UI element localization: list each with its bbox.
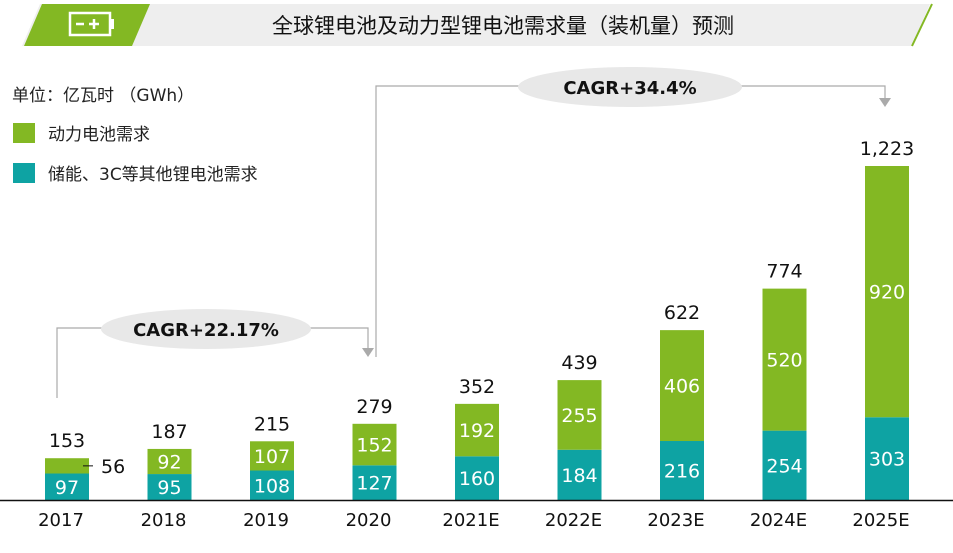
bar-total-label: 279	[356, 396, 392, 418]
bar-segment	[455, 456, 499, 500]
x-tick-label: 2020	[346, 510, 392, 531]
bar-value-label: 216	[664, 461, 700, 483]
legend-swatch-other	[13, 163, 35, 183]
bar-segment	[250, 441, 294, 471]
bar-segment	[557, 380, 602, 450]
bar-segment	[865, 417, 909, 500]
bar-value-label: 520	[766, 350, 802, 372]
page-title: 全球锂电池及动力型锂电池需求量（装机量）预测	[272, 14, 734, 38]
bar-value-label: 107	[254, 446, 290, 468]
x-tick-label: 2021E	[442, 510, 499, 531]
x-tick-label: 2019	[243, 510, 289, 531]
bar-segment	[352, 465, 397, 500]
legend-swatch-power	[13, 123, 35, 143]
cagr-annotation-1	[56, 327, 369, 398]
bar-value-label: 303	[869, 449, 905, 471]
bar-segment	[660, 441, 704, 500]
battery-icon	[68, 11, 114, 37]
bar-value-label: 192	[459, 420, 495, 442]
x-tick-label: 2024E	[750, 510, 807, 531]
bar-total-label: 439	[561, 352, 597, 374]
bar-value-label: 920	[869, 282, 905, 304]
bar-value-label: 406	[664, 376, 700, 398]
arrow-down-icon	[879, 98, 891, 107]
header-edge	[911, 3, 933, 47]
legend-label-power: 动力电池需求	[48, 125, 150, 145]
bar-segment	[557, 449, 602, 500]
bar-value-label: 160	[459, 468, 495, 490]
bar-value-label: 97	[55, 477, 79, 499]
bar-total-label: 153	[49, 430, 85, 452]
bar-value-label: 108	[254, 475, 290, 497]
header-band	[22, 4, 930, 46]
cagr-label-1: CAGR+22.17%	[133, 320, 279, 341]
bar-segment	[147, 474, 192, 500]
bar-value-label: 95	[157, 477, 181, 499]
bar-value-label: 56	[101, 456, 125, 478]
bar-segment	[250, 470, 294, 500]
bar-value-label: 92	[157, 451, 181, 473]
x-tick-label: 2017	[38, 510, 84, 531]
bar-segment	[660, 330, 704, 442]
legend-label-other: 储能、3C等其他锂电池需求	[48, 165, 258, 185]
bar-value-label: 254	[766, 455, 802, 477]
bar-segment	[762, 430, 807, 500]
cagr-bubble-2	[518, 67, 742, 107]
bar-total-label: 1,223	[860, 138, 914, 160]
x-tick-label: 2022E	[545, 510, 602, 531]
bar-segment	[455, 403, 499, 457]
arrow-down-icon	[362, 348, 374, 357]
cagr-label-2: CAGR+34.4%	[563, 78, 696, 99]
bar-total-label: 622	[664, 302, 700, 324]
unit-label: 单位：亿瓦时 （GWh）	[12, 86, 194, 106]
bar-segment	[762, 288, 807, 431]
bar-total-label: 352	[459, 376, 495, 398]
bar-value-label: 127	[356, 473, 392, 495]
cagr-bubble-1	[101, 309, 311, 349]
cagr-annotation-2	[375, 85, 886, 357]
bar-value-label: 255	[561, 405, 597, 427]
bar-value-label: 184	[561, 465, 597, 487]
x-tick-label: 2018	[141, 510, 187, 531]
bar-segment	[865, 166, 909, 418]
bar-total-label: 774	[766, 261, 802, 283]
header-accent	[24, 4, 150, 46]
bar-value-label: 152	[356, 435, 392, 457]
bar-total-label: 215	[254, 413, 290, 435]
bar-total-label: 187	[151, 421, 187, 443]
bar-segment	[147, 448, 192, 475]
bar-segment	[45, 458, 89, 474]
x-tick-label: 2025E	[852, 510, 909, 531]
bar-segment	[45, 473, 89, 500]
x-tick-label: 2023E	[647, 510, 704, 531]
bar-segment	[352, 423, 397, 466]
